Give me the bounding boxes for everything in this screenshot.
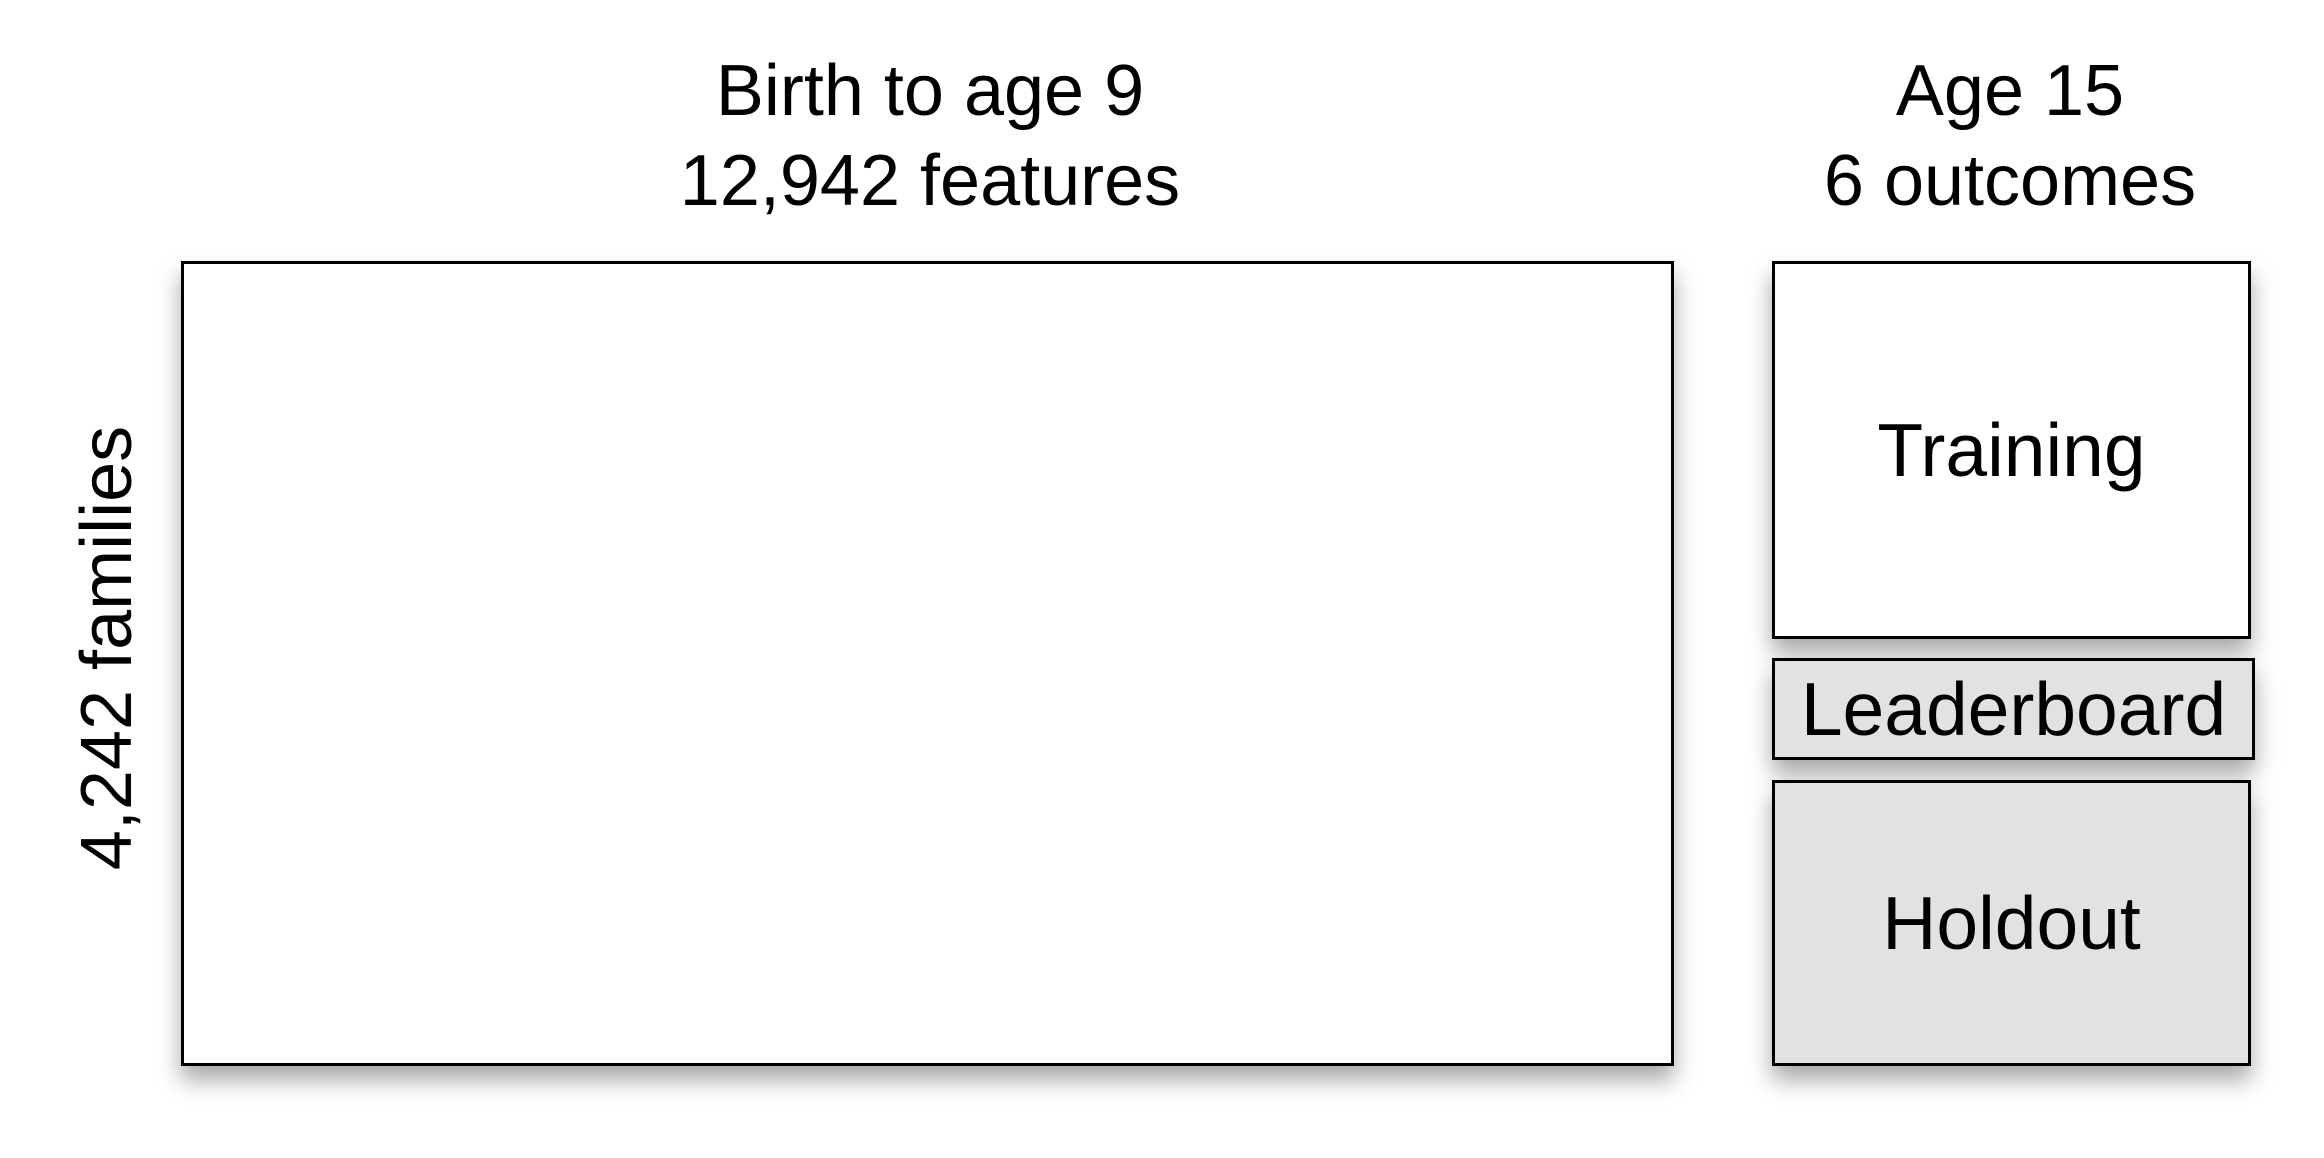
outcomes-header: Age 15 6 outcomes [1770, 46, 2250, 226]
features-header: Birth to age 9 12,942 features [180, 46, 1680, 226]
training-label: Training [1877, 408, 2146, 492]
holdout-label: Holdout [1882, 881, 2141, 965]
leaderboard-box: Leaderboard [1772, 658, 2255, 760]
families-count-label: 4,242 families [67, 425, 147, 871]
features-count-label: 12,942 features [679, 141, 1181, 221]
holdout-box: Holdout [1772, 780, 2251, 1066]
outcomes-age-label: Age 15 [1895, 51, 2125, 131]
outcomes-count-label: 6 outcomes [1823, 141, 2197, 221]
features-period-label: Birth to age 9 [715, 51, 1145, 131]
leaderboard-label: Leaderboard [1800, 667, 2227, 751]
features-matrix-box [181, 261, 1674, 1066]
training-box: Training [1772, 261, 2251, 639]
